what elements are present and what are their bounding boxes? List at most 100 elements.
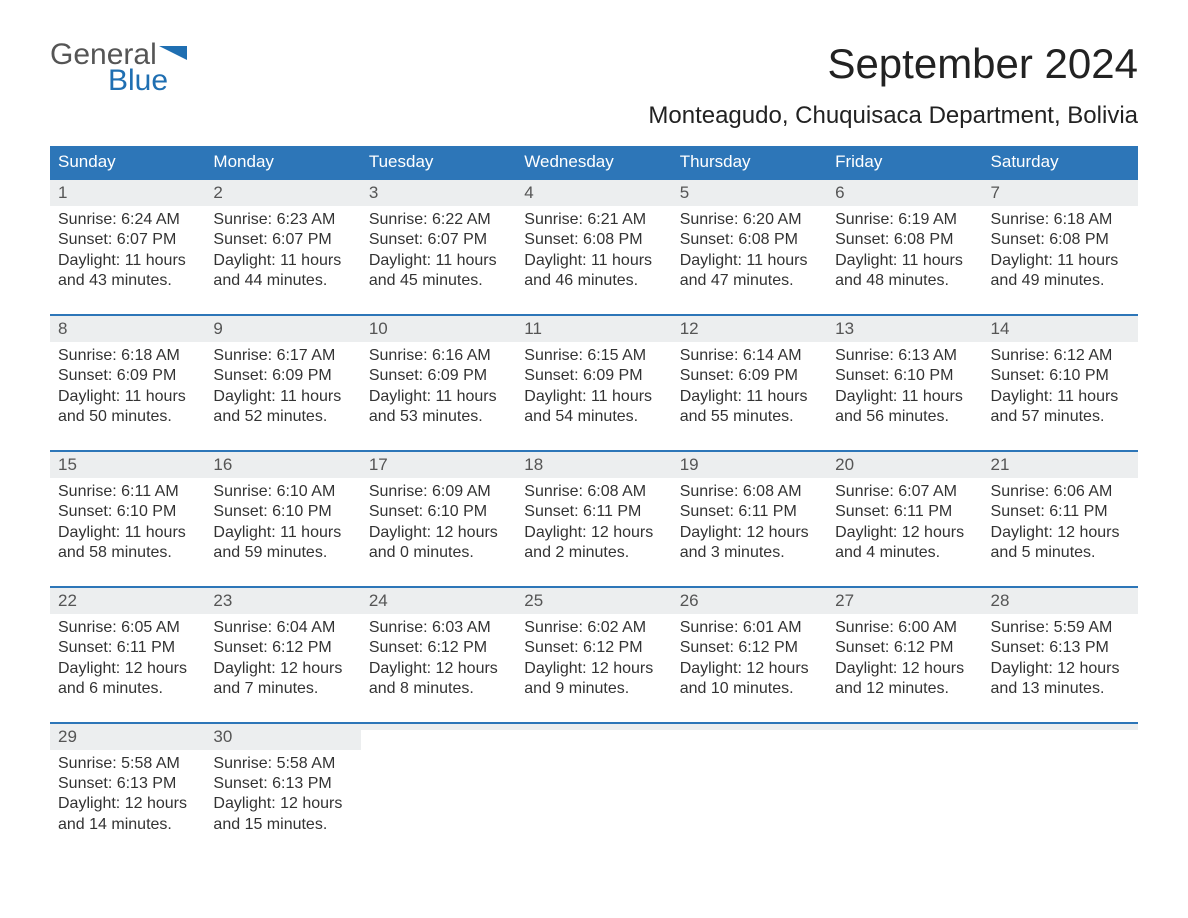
day-number-bar: 11 [516,314,671,342]
daylight-text: Daylight: 12 hours and 2 minutes. [524,523,663,564]
day-number: 17 [369,455,388,474]
weekday-header: Friday [827,146,982,178]
sunrise-text: Sunrise: 6:20 AM [680,210,819,230]
daylight-text: Daylight: 11 hours and 53 minutes. [369,387,508,428]
day-number: 9 [213,319,222,338]
weekday-header: Monday [205,146,360,178]
calendar-day: 4Sunrise: 6:21 AMSunset: 6:08 PMDaylight… [516,178,671,298]
calendar-day: 20Sunrise: 6:07 AMSunset: 6:11 PMDayligh… [827,450,982,570]
day-body: Sunrise: 6:17 AMSunset: 6:09 PMDaylight:… [205,342,360,428]
day-number-bar: 17 [361,450,516,478]
day-number-bar [672,722,827,730]
day-number-bar: 13 [827,314,982,342]
day-body [672,730,827,740]
daylight-text: Daylight: 12 hours and 3 minutes. [680,523,819,564]
calendar-day [361,722,516,842]
day-number-bar: 2 [205,178,360,206]
daylight-text: Daylight: 11 hours and 49 minutes. [991,251,1130,292]
day-number-bar: 16 [205,450,360,478]
day-number-bar: 29 [50,722,205,750]
sunset-text: Sunset: 6:08 PM [524,230,663,250]
day-body: Sunrise: 5:58 AMSunset: 6:13 PMDaylight:… [50,750,205,836]
calendar-day: 5Sunrise: 6:20 AMSunset: 6:08 PMDaylight… [672,178,827,298]
day-body: Sunrise: 6:00 AMSunset: 6:12 PMDaylight:… [827,614,982,700]
logo: General Blue [50,40,187,96]
sunset-text: Sunset: 6:07 PM [213,230,352,250]
calendar: Sunday Monday Tuesday Wednesday Thursday… [50,146,1138,841]
day-number-bar: 14 [983,314,1138,342]
sunrise-text: Sunrise: 6:19 AM [835,210,974,230]
calendar-week: 1Sunrise: 6:24 AMSunset: 6:07 PMDaylight… [50,178,1138,298]
sunrise-text: Sunrise: 6:04 AM [213,618,352,638]
day-number-bar: 6 [827,178,982,206]
calendar-day [827,722,982,842]
calendar-day [983,722,1138,842]
calendar-day: 16Sunrise: 6:10 AMSunset: 6:10 PMDayligh… [205,450,360,570]
day-number-bar: 20 [827,450,982,478]
sunset-text: Sunset: 6:11 PM [524,502,663,522]
day-number-bar: 24 [361,586,516,614]
day-number: 28 [991,591,1010,610]
calendar-day: 26Sunrise: 6:01 AMSunset: 6:12 PMDayligh… [672,586,827,706]
weekday-header-row: Sunday Monday Tuesday Wednesday Thursday… [50,146,1138,178]
sunset-text: Sunset: 6:09 PM [58,366,197,386]
daylight-text: Daylight: 11 hours and 57 minutes. [991,387,1130,428]
calendar-day: 11 Sunrise: 6:15 AMSunset: 6:09 PMDayligh… [516,314,671,434]
day-number: 30 [213,727,232,746]
day-body: Sunrise: 6:24 AMSunset: 6:07 PMDaylight:… [50,206,205,292]
day-number-bar: 18 [516,450,671,478]
day-number-bar: 30 [205,722,360,750]
sunrise-text: Sunrise: 6:21 AM [524,210,663,230]
day-body: Sunrise: 6:18 AMSunset: 6:08 PMDaylight:… [983,206,1138,292]
day-body: Sunrise: 6:01 AMSunset: 6:12 PMDaylight:… [672,614,827,700]
sunset-text: Sunset: 6:11 PM [991,502,1130,522]
sunset-text: Sunset: 6:13 PM [213,774,352,794]
day-number-bar: 19 [672,450,827,478]
sunrise-text: Sunrise: 6:09 AM [369,482,508,502]
calendar-day: 8Sunrise: 6:18 AMSunset: 6:09 PMDaylight… [50,314,205,434]
sunset-text: Sunset: 6:09 PM [680,366,819,386]
weekday-header: Saturday [983,146,1138,178]
calendar-day: 3Sunrise: 6:22 AMSunset: 6:07 PMDaylight… [361,178,516,298]
calendar-day [672,722,827,842]
day-body: Sunrise: 5:59 AMSunset: 6:13 PMDaylight:… [983,614,1138,700]
sunset-text: Sunset: 6:13 PM [991,638,1130,658]
sunrise-text: Sunrise: 6:14 AM [680,346,819,366]
day-number-bar [361,722,516,730]
calendar-day: 13Sunrise: 6:13 AMSunset: 6:10 PMDayligh… [827,314,982,434]
daylight-text: Daylight: 12 hours and 10 minutes. [680,659,819,700]
sunrise-text: Sunrise: 6:06 AM [991,482,1130,502]
calendar-day: 12Sunrise: 6:14 AMSunset: 6:09 PMDayligh… [672,314,827,434]
day-number: 16 [213,455,232,474]
daylight-text: Daylight: 11 hours and 58 minutes. [58,523,197,564]
daylight-text: Daylight: 12 hours and 0 minutes. [369,523,508,564]
calendar-day: 25Sunrise: 6:02 AMSunset: 6:12 PMDayligh… [516,586,671,706]
calendar-day: 7 Sunrise: 6:18 AMSunset: 6:08 PMDaylight… [983,178,1138,298]
day-number: 25 [524,591,543,610]
daylight-text: Daylight: 12 hours and 5 minutes. [991,523,1130,564]
sunrise-text: Sunrise: 6:08 AM [680,482,819,502]
day-number: 11 [524,319,542,338]
day-number: 23 [213,591,232,610]
day-number-bar: 27 [827,586,982,614]
sunrise-text: Sunrise: 6:02 AM [524,618,663,638]
calendar-day: 10Sunrise: 6:16 AMSunset: 6:09 PMDayligh… [361,314,516,434]
sunrise-text: Sunrise: 6:24 AM [58,210,197,230]
day-body: Sunrise: 6:15 AMSunset: 6:09 PMDaylight:… [516,342,671,428]
sunrise-text: Sunrise: 6:08 AM [524,482,663,502]
day-number: 7 [991,183,1000,202]
day-body: Sunrise: 6:08 AMSunset: 6:11 PMDaylight:… [516,478,671,564]
sunset-text: Sunset: 6:12 PM [835,638,974,658]
sunset-text: Sunset: 6:12 PM [524,638,663,658]
day-body: Sunrise: 6:05 AMSunset: 6:11 PMDaylight:… [50,614,205,700]
sunset-text: Sunset: 6:11 PM [835,502,974,522]
weekday-header: Thursday [672,146,827,178]
day-number: 18 [524,455,543,474]
sunrise-text: Sunrise: 5:58 AM [213,754,352,774]
sunset-text: Sunset: 6:08 PM [680,230,819,250]
day-number: 22 [58,591,77,610]
daylight-text: Daylight: 12 hours and 13 minutes. [991,659,1130,700]
day-number-bar: 8 [50,314,205,342]
sunset-text: Sunset: 6:10 PM [369,502,508,522]
weekday-header: Wednesday [516,146,671,178]
